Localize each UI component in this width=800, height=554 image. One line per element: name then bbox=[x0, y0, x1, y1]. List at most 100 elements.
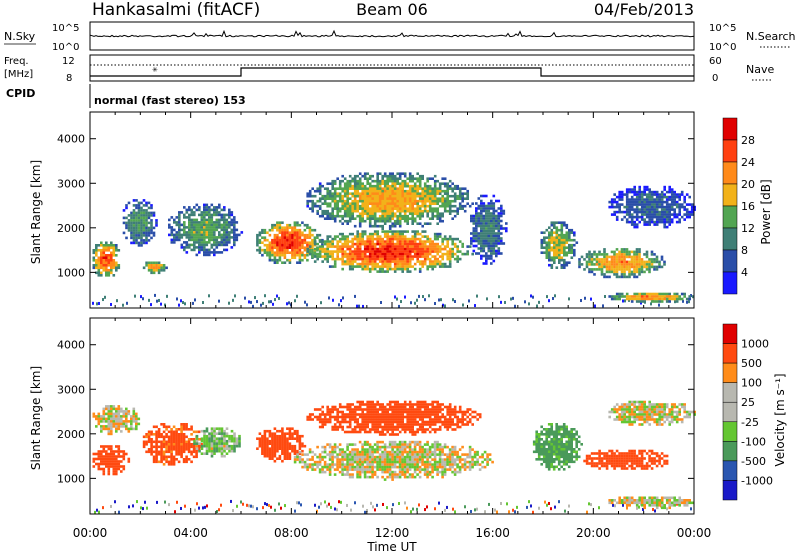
echo-cell bbox=[563, 243, 566, 247]
echo-cell bbox=[368, 235, 372, 238]
echo-cell bbox=[378, 204, 382, 208]
echo-cell bbox=[220, 236, 224, 239]
echo-cell bbox=[346, 255, 349, 258]
echo-cell bbox=[386, 250, 389, 253]
noise-cell bbox=[376, 503, 378, 507]
echo-cell bbox=[198, 223, 201, 227]
echo-cell bbox=[381, 199, 384, 203]
echo-cell bbox=[122, 420, 126, 423]
echo-cell bbox=[107, 447, 111, 451]
echo-cell bbox=[92, 457, 96, 461]
noise-cell bbox=[252, 304, 254, 308]
echo-cell bbox=[195, 233, 199, 237]
echo-cell bbox=[411, 194, 414, 198]
echo-cell bbox=[223, 236, 226, 239]
echo-cell bbox=[223, 243, 226, 247]
echo-cell bbox=[431, 247, 434, 251]
echo-cell bbox=[421, 177, 424, 180]
echo-cell bbox=[145, 219, 148, 222]
echo-cell bbox=[378, 267, 382, 271]
echo-cell bbox=[293, 231, 297, 234]
noise-cell bbox=[602, 304, 604, 308]
echo-cell bbox=[185, 243, 189, 247]
echo-cell bbox=[423, 197, 427, 200]
echo-cell bbox=[105, 465, 108, 468]
echo-cell bbox=[490, 202, 493, 205]
echo-cell bbox=[426, 177, 429, 180]
echo-cell bbox=[288, 444, 292, 448]
echo-cell bbox=[331, 463, 334, 466]
echo-cell bbox=[401, 172, 404, 175]
echo-cell bbox=[122, 457, 126, 461]
echo-cell bbox=[306, 241, 309, 244]
echo-cell bbox=[361, 199, 364, 203]
echo-cell bbox=[215, 246, 219, 249]
echo-cell bbox=[396, 207, 399, 210]
echo-cell bbox=[456, 255, 459, 258]
echo-cell bbox=[638, 200, 641, 204]
echo-cell bbox=[368, 214, 372, 218]
echo-cell bbox=[398, 235, 402, 238]
echo-cell bbox=[670, 220, 674, 224]
echo-cell bbox=[97, 264, 101, 267]
echo-cell bbox=[311, 253, 314, 257]
echo-cell bbox=[316, 233, 319, 237]
echo-cell bbox=[396, 187, 399, 190]
echo-cell bbox=[208, 251, 211, 254]
echo-cell bbox=[658, 297, 661, 301]
echo-cell bbox=[480, 214, 483, 218]
echo-cell bbox=[213, 233, 216, 237]
echo-cell bbox=[200, 236, 204, 239]
echo-cell bbox=[403, 199, 407, 203]
noise-cell bbox=[338, 500, 340, 504]
echo-cell bbox=[381, 204, 384, 208]
echo-cell bbox=[293, 221, 297, 224]
echo-cell bbox=[443, 202, 447, 205]
echo-cell bbox=[543, 246, 546, 249]
echo-cell bbox=[393, 187, 397, 190]
echo-cell bbox=[386, 257, 389, 261]
echo-cell bbox=[413, 217, 417, 220]
noise-cell bbox=[452, 507, 454, 511]
echo-cell bbox=[485, 194, 488, 198]
echo-cell bbox=[147, 261, 151, 265]
echo-cell bbox=[492, 204, 496, 208]
noise-cell bbox=[232, 509, 234, 513]
echo-cell bbox=[408, 177, 412, 180]
echo-cell bbox=[140, 241, 143, 245]
echo-cell bbox=[308, 448, 312, 451]
echo-cell bbox=[286, 439, 289, 443]
echo-cell bbox=[258, 442, 262, 445]
echo-cell bbox=[383, 245, 387, 248]
echo-cell bbox=[441, 214, 444, 218]
echo-cell bbox=[273, 427, 277, 430]
echo-cell bbox=[413, 197, 417, 200]
echo-cell bbox=[97, 249, 101, 252]
echo-cell bbox=[640, 215, 644, 219]
echo-cell bbox=[373, 265, 377, 268]
echo-cell bbox=[135, 239, 138, 242]
echo-cell bbox=[383, 199, 387, 203]
echo-cell bbox=[318, 460, 322, 464]
echo-cell bbox=[348, 262, 352, 266]
echo-cell bbox=[286, 241, 289, 244]
echo-cell bbox=[475, 244, 478, 248]
echo-cell bbox=[408, 199, 412, 203]
echo-cell bbox=[485, 242, 488, 245]
echo-cell bbox=[633, 198, 636, 201]
echo-cell bbox=[583, 268, 586, 271]
echo-cell bbox=[363, 247, 367, 251]
echo-cell bbox=[298, 233, 302, 237]
echo-cell bbox=[650, 198, 654, 201]
echo-cell bbox=[678, 193, 681, 196]
echo-cell bbox=[640, 195, 644, 199]
echo-cell bbox=[658, 218, 661, 221]
echo-cell bbox=[688, 297, 691, 301]
echo-cell bbox=[188, 233, 191, 237]
echo-cell bbox=[112, 465, 116, 468]
echo-cell bbox=[381, 250, 384, 253]
echo-cell bbox=[603, 275, 606, 279]
noise-cell bbox=[532, 510, 534, 514]
echo-cell bbox=[658, 220, 661, 224]
echo-cell bbox=[328, 450, 332, 454]
